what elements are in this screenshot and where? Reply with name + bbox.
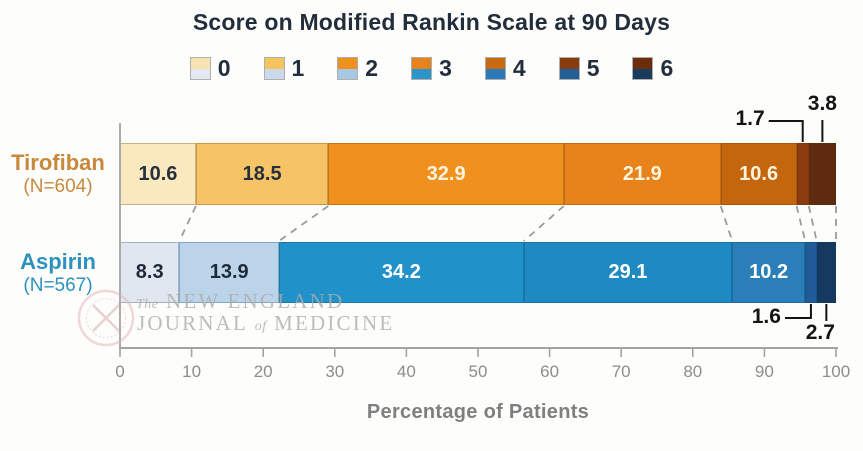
bar-segment-tirofiban-mrs5 bbox=[796, 143, 809, 205]
segment-value-label: 32.9 bbox=[426, 162, 466, 185]
legend-item-2: 2 bbox=[337, 55, 378, 82]
legend-label: 5 bbox=[586, 55, 600, 81]
legend-swatch-icon bbox=[484, 57, 506, 80]
x-tick-label-70: 70 bbox=[611, 362, 631, 381]
nejm-seal-icon bbox=[77, 289, 135, 347]
bar-segment-aspirin-mrs6 bbox=[816, 242, 836, 303]
bar-segment-tirofiban-mrs3: 21.9 bbox=[563, 143, 721, 205]
x-tick-label-20: 20 bbox=[253, 362, 273, 381]
legend: 0 1 2 3 4 5 6 bbox=[0, 55, 863, 82]
legend-item-6: 6 bbox=[632, 55, 673, 82]
segment-value-label: 10.6 bbox=[138, 162, 178, 185]
callout-label-aspirin-mrs5: 1.6 bbox=[751, 305, 781, 328]
bar-segment-tirofiban-mrs1: 18.5 bbox=[195, 143, 329, 205]
segment-value-label: 13.9 bbox=[209, 261, 249, 283]
bar-segment-tirofiban-mrs4: 10.6 bbox=[720, 143, 797, 205]
segment-value-label: 18.5 bbox=[242, 162, 282, 185]
nejm-watermark-line2: JOURNAL of MEDICINE bbox=[137, 311, 395, 335]
bar-segment-aspirin-mrs1: 13.9 bbox=[179, 242, 279, 303]
x-tick-label-10: 10 bbox=[182, 362, 202, 381]
callout-label-tirofiban-mrs6: 3.8 bbox=[807, 92, 837, 115]
legend-swatch-icon bbox=[337, 57, 359, 80]
x-tick-label-40: 40 bbox=[396, 362, 416, 381]
series-label-aspirin: Aspirin (N=567) bbox=[20, 249, 96, 296]
legend-swatch-icon bbox=[263, 57, 285, 80]
legend-label: 2 bbox=[365, 55, 379, 81]
legend-swatch-icon bbox=[632, 57, 654, 80]
x-tick-label-30: 30 bbox=[325, 362, 345, 381]
legend-item-5: 5 bbox=[558, 55, 600, 82]
segment-value-label: 10.2 bbox=[749, 261, 789, 283]
chart-title: Score on Modified Rankin Scale at 90 Day… bbox=[192, 9, 671, 35]
bar-segment-tirofiban-mrs0: 10.6 bbox=[120, 143, 196, 205]
x-axis-label: Percentage of Patients bbox=[366, 401, 590, 423]
bar-segment-aspirin-mrs5 bbox=[805, 242, 817, 303]
legend-label: 6 bbox=[660, 55, 674, 81]
legend-label: 3 bbox=[439, 55, 452, 81]
legend-label: 4 bbox=[512, 55, 526, 81]
bar-segment-aspirin-mrs3: 29.1 bbox=[523, 242, 733, 303]
segment-value-label: 8.3 bbox=[135, 261, 164, 283]
segment-value-label: 10.6 bbox=[739, 162, 779, 185]
legend-item-1: 1 bbox=[263, 55, 305, 82]
x-tick-label-60: 60 bbox=[540, 362, 560, 381]
series-label-tirofiban: Tirofiban (N=604) bbox=[11, 150, 105, 197]
segment-value-label: 21.9 bbox=[622, 162, 662, 185]
bar-tirofiban: 10.6 18.5 32.9 21.9 10.6 bbox=[120, 143, 836, 205]
segment-value-label: 34.2 bbox=[381, 261, 421, 283]
bar-segment-aspirin-mrs4: 10.2 bbox=[732, 242, 806, 303]
callout-label-aspirin-mrs6: 2.7 bbox=[805, 321, 835, 344]
callout-label-tirofiban-mrs5: 1.7 bbox=[735, 107, 765, 130]
legend-item-3: 3 bbox=[411, 55, 452, 82]
legend-swatch-icon bbox=[558, 57, 580, 80]
bar-segment-tirofiban-mrs6 bbox=[808, 143, 836, 205]
bar-segment-tirofiban-mrs2: 32.9 bbox=[328, 143, 564, 205]
legend-label: 1 bbox=[291, 55, 305, 81]
bar-segment-aspirin-mrs0: 8.3 bbox=[120, 242, 180, 303]
x-tick-label-0: 0 bbox=[115, 362, 125, 381]
bar-segment-aspirin-mrs2: 34.2 bbox=[278, 242, 524, 303]
x-tick-label-80: 80 bbox=[683, 362, 703, 381]
x-tick-label-50: 50 bbox=[468, 362, 488, 381]
legend-swatch-icon bbox=[411, 57, 433, 80]
legend-label: 0 bbox=[217, 55, 231, 81]
legend-item-0: 0 bbox=[189, 55, 231, 82]
bar-aspirin: 8.3 13.9 34.2 29.1 10.2 bbox=[120, 242, 836, 303]
x-tick-label-100: 100 bbox=[821, 362, 851, 381]
nejm-watermark-line1: The NEW ENGLAND bbox=[136, 289, 345, 313]
legend-swatch-icon bbox=[189, 57, 211, 80]
segment-value-label: 29.1 bbox=[608, 261, 648, 283]
legend-item-4: 4 bbox=[484, 55, 526, 82]
x-tick-label-90: 90 bbox=[754, 362, 774, 381]
